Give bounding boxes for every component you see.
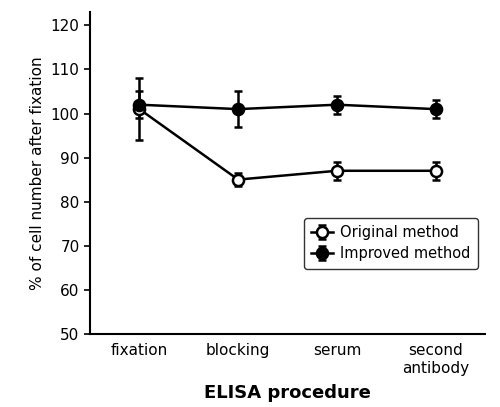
X-axis label: ELISA procedure: ELISA procedure	[204, 384, 371, 402]
Legend: Original method, Improved method: Original method, Improved method	[304, 218, 478, 269]
Y-axis label: % of cell number after fixation: % of cell number after fixation	[30, 56, 45, 290]
